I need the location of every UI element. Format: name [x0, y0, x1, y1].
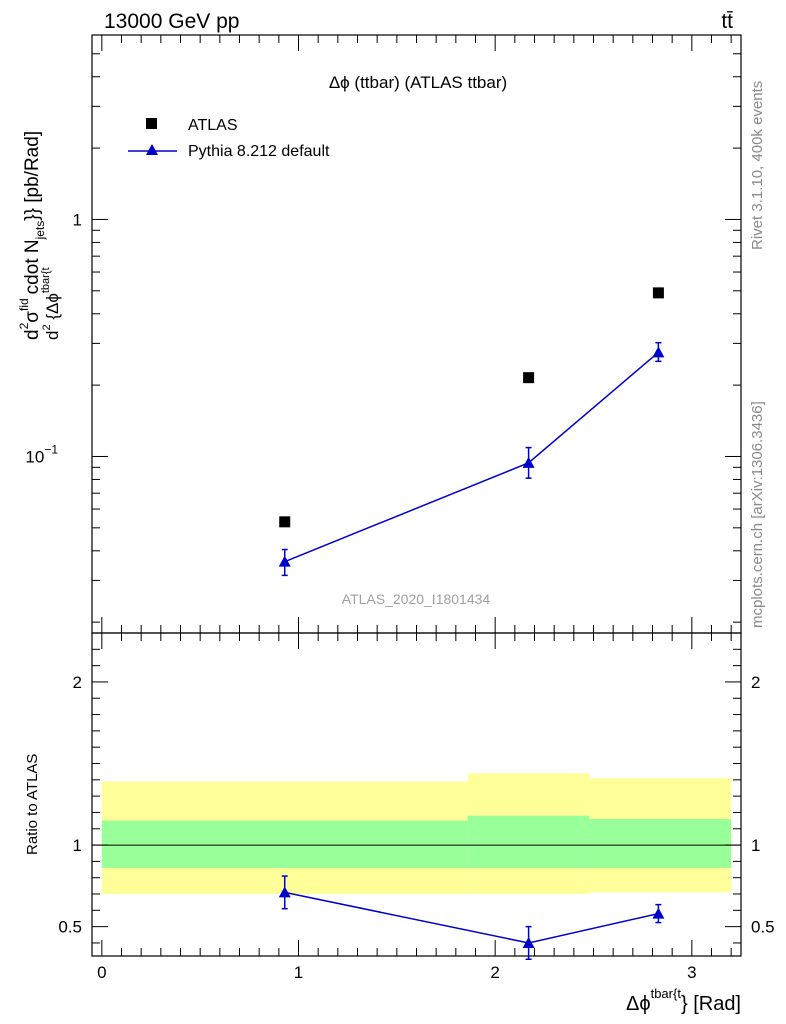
ratio-y-tick-label-right: 2 — [751, 673, 760, 692]
ratio-y-tick-label-right: 0.5 — [751, 918, 775, 937]
pythia-line — [284, 351, 659, 563]
legend-atlas-label: ATLAS — [188, 117, 238, 134]
atlas-data-point — [652, 287, 664, 299]
rivet-info-label: Rivet 3.1.10, 400k events — [749, 81, 766, 250]
ratio-pythia-data-point — [522, 936, 535, 948]
pythia-data-point — [278, 555, 291, 567]
legend: ATLAS Pythia 8.212 default — [128, 117, 330, 160]
ylabel-den-sup: 2 — [41, 324, 53, 330]
main-axis-ticks: 1 10−1 — [25, 34, 741, 633]
ratio-y-tick-label-left: 0.5 — [58, 918, 82, 937]
x-tick-label: 2 — [490, 963, 499, 982]
y-axis-label-text: d2σfid cdot Njets}} [pb/Rad] — [17, 131, 47, 340]
ratio-pythia-data-point — [652, 907, 665, 919]
ratio-y-tick-label-left: 2 — [73, 673, 82, 692]
ratio-panel: 0.5 0.5 1 1 2 2 0 1 2 3 Ratio to ATLAS — [24, 632, 775, 982]
ratio-y-tick-label-right: 1 — [751, 836, 760, 855]
header-energy-label: 13000 GeV pp — [104, 10, 239, 33]
ylabel-den-rest-sup: tbar{t — [40, 267, 52, 293]
x-tick-label: 0 — [97, 963, 106, 982]
ratio-band-inner — [467, 815, 590, 868]
x-axis-label: Δϕtbar{t} [Rad] — [626, 986, 741, 1015]
x-tick-label: 1 — [294, 963, 303, 982]
ratio-y-axis-label: Ratio to ATLAS — [24, 754, 41, 855]
y-axis-label: d2σfidcdot Njets}} [pb/Rad] d2 {Δϕtbar{t — [17, 131, 62, 340]
xlabel-sup: tbar{t — [651, 986, 682, 1001]
ylabel-d-sup: 2 — [17, 322, 31, 329]
ylabel-den-rest: {Δϕ — [43, 293, 62, 324]
mcplots-credit-label: mcplots.cern.ch [arXiv:1306.3436] — [749, 401, 766, 628]
main-panel: 1 10−1 Δϕ (ttbar) (ATLAS ttbar) ATLAS_202… — [17, 34, 742, 634]
x-tick-label: 3 — [687, 963, 696, 982]
header-process-label: tt̄ — [721, 10, 733, 33]
legend-atlas-marker — [146, 118, 157, 129]
ylabel-den: d — [43, 331, 62, 340]
ratio-series-layer — [278, 875, 665, 961]
legend-pythia-label: Pythia 8.212 default — [188, 143, 330, 160]
ylabel-main: cdot N — [22, 239, 43, 294]
ylabel-sub: jets — [33, 221, 47, 241]
atlas-data-point — [279, 516, 291, 528]
ratio-band-inner — [589, 818, 732, 868]
analysis-watermark: ATLAS_2020_I1801434 — [342, 591, 491, 607]
pythia-data-point — [652, 346, 665, 358]
ratio-y-tick-label-left: 1 — [73, 836, 82, 855]
ratio-uncertainty-bands — [92, 773, 741, 895]
ratio-pythia-data-point — [278, 886, 291, 898]
y-tick-label: 10−1 — [25, 442, 58, 466]
legend-pythia-marker — [146, 144, 158, 155]
y-axis-label-denominator: d2 {Δϕtbar{t — [40, 267, 62, 340]
atlas-data-point — [523, 372, 535, 384]
ylabel-sigma-sup: fid — [17, 298, 31, 311]
xlabel-tail: } [Rad] — [681, 993, 741, 1015]
y-tick-label: 1 — [73, 210, 82, 229]
ratio-pythia-line — [284, 891, 659, 944]
pythia-data-point — [522, 456, 535, 468]
ylabel-d: d — [22, 329, 43, 340]
ylabel-sigma: σ — [22, 311, 43, 323]
ratio-band-inner — [101, 820, 468, 868]
ratio-axis-ticks: 0.5 0.5 1 1 2 2 0 1 2 3 — [58, 633, 775, 982]
chart-title: Δϕ (ttbar) (ATLAS ttbar) — [329, 73, 507, 92]
main-series-layer — [278, 287, 665, 577]
ylabel-end: }} [pb/Rad] — [22, 131, 43, 221]
xlabel-base: Δϕ — [626, 993, 651, 1015]
